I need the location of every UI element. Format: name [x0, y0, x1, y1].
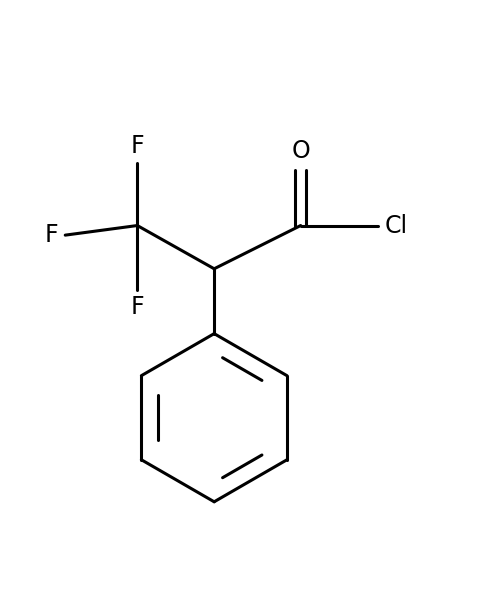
- Text: O: O: [291, 139, 310, 163]
- Text: F: F: [130, 134, 144, 158]
- Text: Cl: Cl: [385, 214, 408, 238]
- Text: F: F: [130, 295, 144, 319]
- Text: F: F: [44, 223, 58, 247]
